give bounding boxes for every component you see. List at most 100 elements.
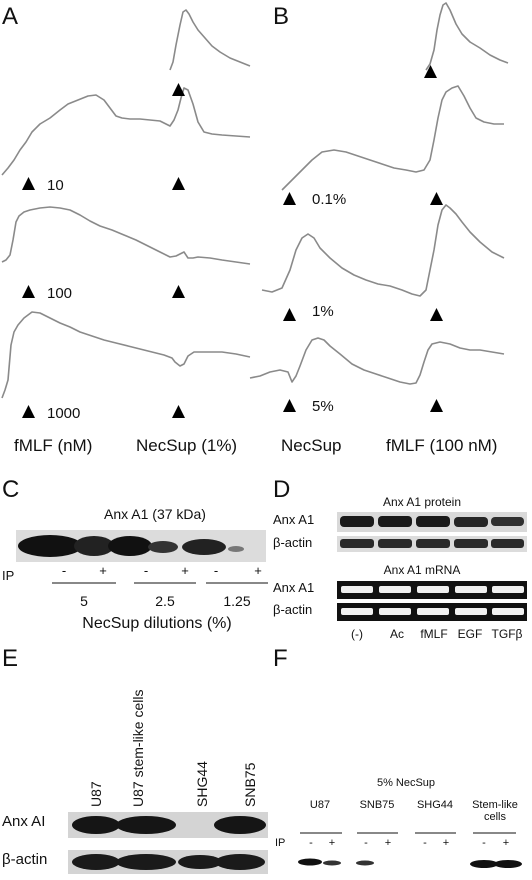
- panel-d-row-label-4: β-actin: [273, 602, 312, 617]
- panel-e-anx-band-4: [214, 816, 266, 834]
- panel-f-group-1: U87: [310, 799, 330, 811]
- panel-b-arrow-1-left: [283, 308, 296, 321]
- panel-c-sign-6: +: [254, 563, 262, 578]
- panel-d-actin-blot: [337, 536, 527, 552]
- panel-a-trace-1000: [1, 311, 251, 399]
- panel-d-mrna-anx-band-2: [379, 586, 411, 593]
- panel-a-xlabel-right: NecSup (1%): [136, 436, 237, 455]
- panel-e-actin-blot: [68, 850, 268, 874]
- panel-d-lane-2: Ac: [390, 627, 404, 641]
- panel-f-title: 5% NecSup: [377, 777, 435, 789]
- panel-b-arrow-1-right: [430, 308, 443, 321]
- panel-a-arrow-1000-right: [172, 405, 185, 418]
- panel-e-row-label-2: β-actin: [2, 851, 47, 868]
- panel-d-mrna-anx-band-5: [492, 586, 524, 593]
- panel-d-mrna-anx-gel: [337, 581, 527, 599]
- panel-a-trace-control: [169, 9, 251, 71]
- panel-f-sign-3: -: [364, 837, 368, 849]
- panel-f-sign-8: +: [503, 837, 509, 849]
- panel-e-anx-band-1: [72, 816, 120, 834]
- panel-label-a: A: [2, 3, 18, 30]
- panel-c-title: Anx A1 (37 kDa): [104, 506, 206, 522]
- panel-b-trace-0.1: [281, 85, 504, 191]
- panel-c-band-1: [18, 535, 82, 557]
- panel-c-band-4: [148, 541, 178, 553]
- panel-d-anx-band-3: [416, 516, 450, 527]
- panel-b-arrow-5-left: [283, 399, 296, 412]
- panel-a-dose-100: 100: [47, 285, 72, 302]
- panel-f-band-3: [356, 860, 374, 866]
- panel-e-lane-2: U87 stem-like cells: [130, 690, 146, 807]
- panel-a-trace-10: [1, 87, 251, 176]
- panel-f-group-4b: cells: [484, 811, 507, 823]
- panel-b-trace-control: [425, 2, 509, 71]
- panel-f-band-1: [298, 858, 322, 866]
- panel-a-xlabel-left: fMLF (nM): [14, 436, 92, 455]
- panel-d-actin-band-3: [416, 539, 450, 548]
- panel-d-lane-1: (-): [351, 627, 363, 641]
- panel-c-band-2: [74, 536, 114, 556]
- panel-d-mrna-actin-band-5: [492, 608, 524, 615]
- panel-b-xlabel-left: NecSup: [281, 436, 341, 455]
- panel-f-group-2: SNB75: [360, 799, 395, 811]
- panel-c-band-5: [182, 539, 226, 555]
- panel-a-arrow-1000-left: [22, 405, 35, 418]
- panel-c-sign-1: -: [62, 563, 66, 578]
- panel-b-xlabel-right: fMLF (100 nM): [386, 436, 497, 455]
- panel-a-traces: [1, 9, 251, 418]
- panel-b-dose-0.1: 0.1%: [312, 191, 346, 208]
- panel-d-actin-band-5: [491, 539, 524, 548]
- panel-b-arrow-0.1-right: [430, 192, 443, 205]
- panel-d-anx-band-2: [378, 516, 412, 527]
- panel-d-mrna-actin-band-2: [379, 608, 411, 615]
- panel-e-row-label-1: Anx AI: [2, 813, 45, 830]
- panel-e-lane-1: U87: [88, 781, 104, 807]
- panel-f-blot: [298, 858, 522, 868]
- panel-e-lane-4: SNB75: [242, 762, 258, 807]
- panel-c-band-6: [228, 546, 244, 552]
- panel-a-arrow-10-left: [22, 177, 35, 190]
- panel-d-mrna-actin-band-4: [455, 608, 487, 615]
- panel-f-ip-label: IP: [275, 837, 285, 849]
- panel-d-protein-blot: [337, 512, 527, 532]
- panel-d-row-label-2: β-actin: [273, 535, 312, 550]
- panel-d-mrna-actin-band-3: [417, 608, 449, 615]
- panel-label-f: F: [273, 645, 288, 672]
- panel-c-sign-5: -: [214, 563, 218, 578]
- panel-d-mrna-actin-band-1: [341, 608, 373, 615]
- panel-b-trace-1: [261, 204, 505, 297]
- panel-e-actin-band-3: [178, 855, 222, 869]
- panel-label-c: C: [2, 476, 19, 503]
- panel-b-arrow-control: [424, 65, 437, 78]
- panel-f-band-7: [470, 860, 498, 868]
- panel-f-sign-1: -: [309, 837, 313, 849]
- panel-a-arrow-10-right: [172, 177, 185, 190]
- panel-d-lane-3: fMLF: [420, 627, 447, 641]
- panel-c-blot: [16, 530, 266, 562]
- panel-c-dilution-1: 5: [80, 593, 88, 609]
- panel-b-arrow-0.1-left: [283, 192, 296, 205]
- panel-d-actin-band-2: [378, 539, 412, 548]
- panel-f-sign-7: -: [482, 837, 486, 849]
- panel-label-d: D: [273, 476, 290, 503]
- panel-d-row-label-3: Anx A1: [273, 580, 314, 595]
- panel-f-sign-2: +: [329, 837, 335, 849]
- panel-a-arrow-100-right: [172, 285, 185, 298]
- panel-c-band-3: [108, 536, 152, 556]
- panel-d-mrna-actin-gel: [337, 603, 527, 621]
- panel-d-row-label-1: Anx A1: [273, 512, 314, 527]
- panel-b-arrow-5-right: [430, 399, 443, 412]
- panel-e-actin-band-2: [116, 854, 176, 870]
- panel-b-trace-5: [249, 337, 505, 385]
- panel-d-mrna-anx-band-4: [455, 586, 487, 593]
- panel-d-lane-4: EGF: [458, 627, 483, 641]
- panel-label-e: E: [2, 645, 18, 672]
- panel-a-arrow-100-left: [22, 285, 35, 298]
- panel-a-dose-1000: 1000: [47, 405, 80, 422]
- panel-label-b: B: [273, 3, 289, 30]
- panel-c-xlabel: NecSup dilutions (%): [82, 615, 231, 632]
- panel-d-anx-band-5: [491, 517, 524, 526]
- panel-c-sign-2: +: [99, 563, 107, 578]
- panel-b-dose-1: 1%: [312, 303, 334, 320]
